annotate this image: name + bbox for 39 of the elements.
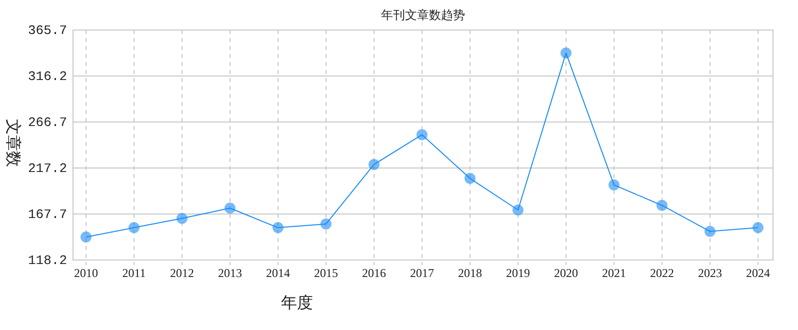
x-tick-label: 2017 (410, 266, 434, 280)
x-tick-label: 2023 (698, 266, 722, 280)
point (608, 179, 620, 190)
point (416, 129, 428, 140)
y-axis-title: 文章数 (4, 119, 22, 167)
y-tick-label: 365.7 (28, 23, 67, 38)
x-tick-label: 2010 (74, 266, 98, 280)
point (656, 200, 668, 211)
x-tick-label: 2018 (458, 266, 482, 280)
x-tick-label: 2013 (218, 266, 242, 280)
point (224, 202, 236, 214)
point (128, 222, 140, 234)
point (560, 47, 572, 58)
point (80, 231, 92, 242)
y-tick-label: 266.7 (28, 115, 67, 130)
y-tick-label: 167.7 (28, 207, 67, 222)
x-tick-label: 2024 (746, 266, 770, 280)
x-tick-label: 2022 (650, 266, 674, 280)
x-axis-title: 年度 (281, 294, 313, 312)
point (464, 172, 476, 184)
x-tick-label: 2012 (170, 266, 194, 280)
point (176, 212, 188, 224)
x-tick-label: 2011 (122, 266, 146, 280)
y-tick-label: 217.2 (28, 161, 67, 176)
point (320, 218, 332, 230)
point (752, 222, 764, 234)
point (704, 226, 716, 237)
point (512, 204, 524, 216)
chart-title: 年刊文章数趋势 (381, 8, 465, 22)
y-tick-label: 118.2 (28, 253, 67, 268)
point (368, 158, 380, 170)
x-tick-label: 2014 (266, 266, 290, 280)
x-tick-label: 2015 (314, 266, 338, 280)
x-tick-label: 2016 (362, 266, 386, 280)
point (272, 222, 284, 234)
y-tick-label: 316.2 (28, 69, 67, 84)
x-tick-label: 2021 (602, 266, 626, 280)
x-tick-label: 2019 (506, 266, 530, 280)
x-tick-label: 2020 (554, 266, 578, 280)
